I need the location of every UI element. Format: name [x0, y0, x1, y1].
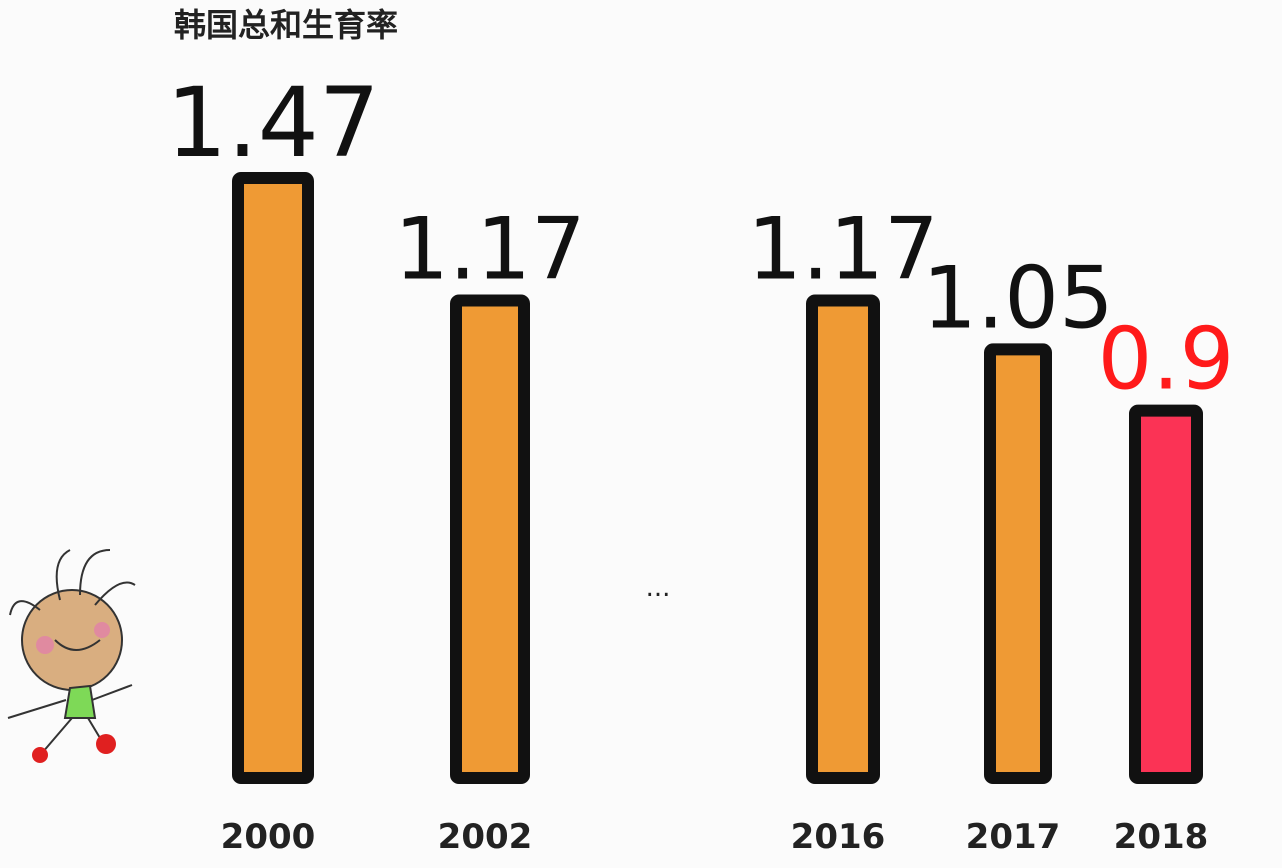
- bar: [984, 343, 1052, 784]
- value-label: 1.47: [166, 67, 380, 179]
- x-tick-label: 2000: [221, 817, 316, 857]
- x-tick-label: 2016: [791, 817, 886, 857]
- value-label: 1.05: [922, 248, 1113, 348]
- value-label: 0.9: [1098, 310, 1235, 410]
- bar: [1129, 404, 1203, 784]
- value-label: 1.17: [747, 199, 938, 299]
- annotation: ...: [646, 573, 671, 603]
- x-tick-label: 2017: [966, 817, 1061, 857]
- bar: [450, 294, 530, 784]
- chart-title: 韩国总和生育率: [174, 6, 398, 44]
- x-tick-label: 2002: [438, 817, 533, 857]
- value-label: 1.17: [394, 199, 585, 299]
- bar: [806, 294, 880, 784]
- bar: [232, 172, 314, 784]
- x-tick-label: 2018: [1114, 817, 1209, 857]
- kid-doodle: [7, 549, 136, 763]
